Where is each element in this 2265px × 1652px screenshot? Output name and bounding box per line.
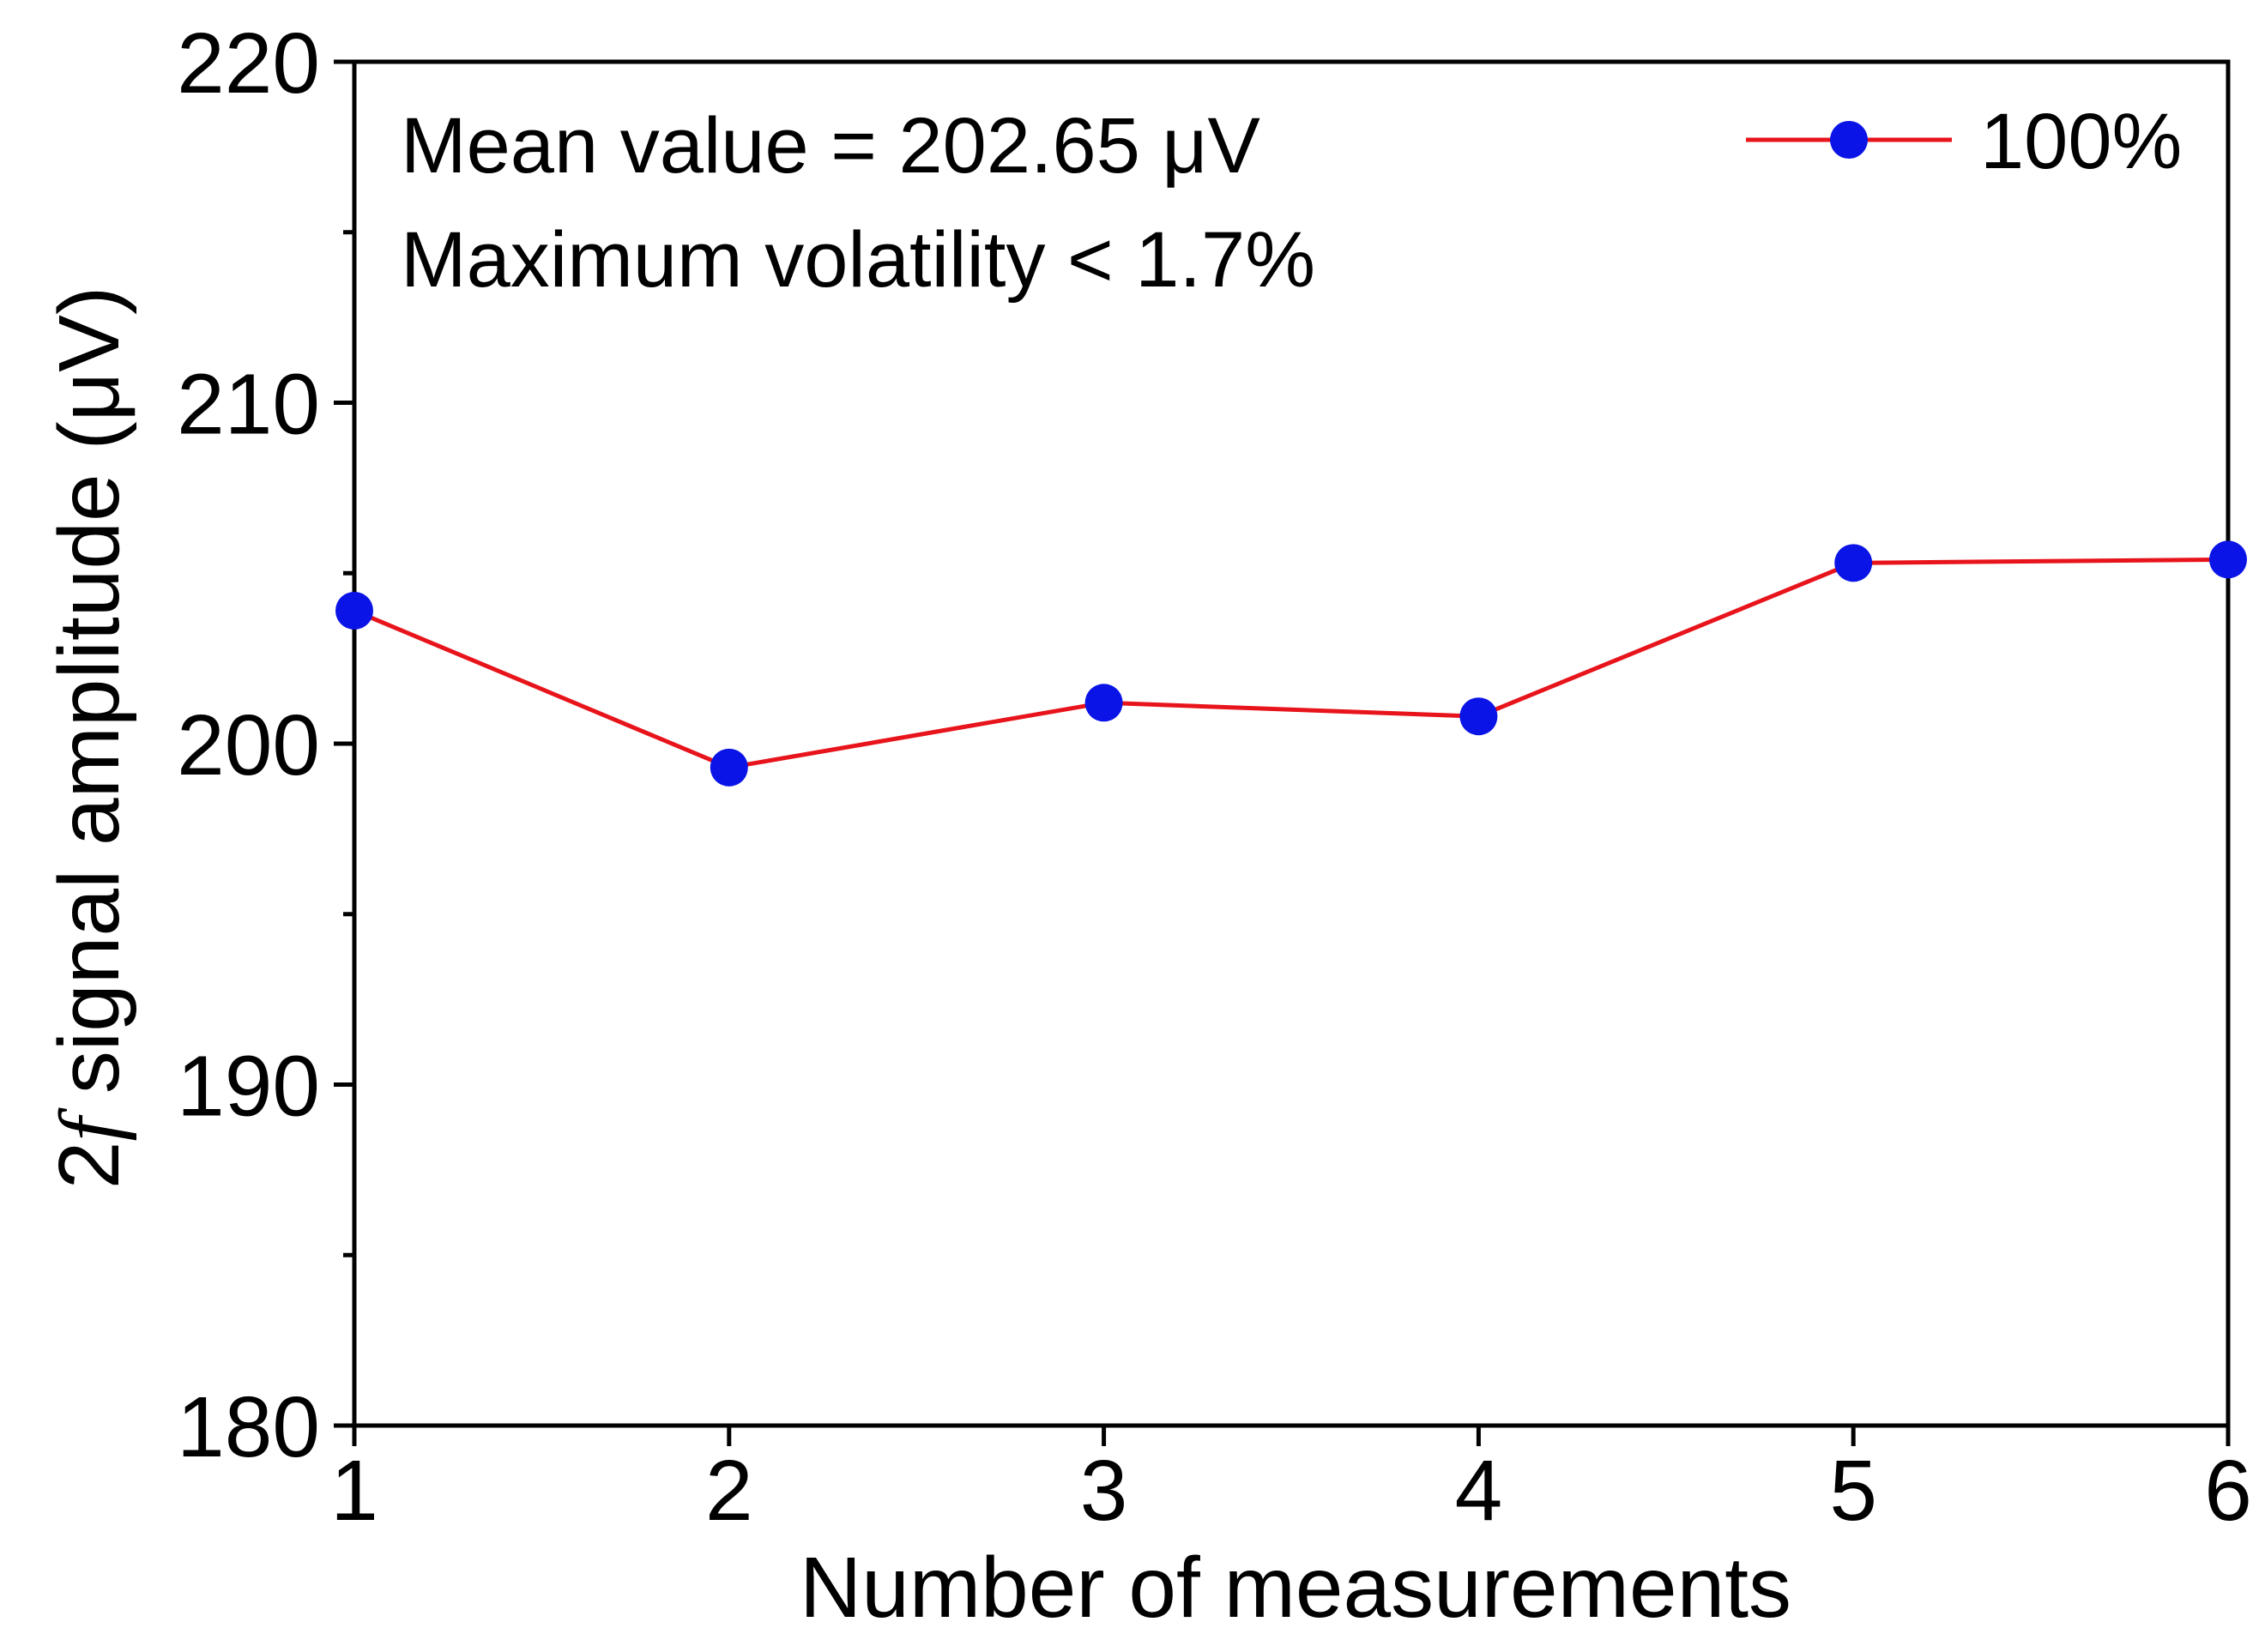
legend-label-100-percent: 100% <box>1980 98 2182 185</box>
annotation-max-volatility: Maximum volatility < 1.7% <box>401 216 1315 304</box>
y-tick-label: 220 <box>177 15 320 112</box>
y-tick-label: 210 <box>177 357 320 453</box>
x-tick-label: 3 <box>1080 1443 1128 1539</box>
series <box>335 540 2247 787</box>
y-axis-title-rest: signal amplitude (μV) <box>41 286 137 1118</box>
legend: 100% <box>1746 98 2182 185</box>
y-tick-label: 200 <box>177 697 320 793</box>
data-point <box>710 748 748 787</box>
series-line-100-percent <box>353 557 2229 770</box>
data-point <box>335 591 373 630</box>
x-tick-label: 2 <box>705 1443 753 1539</box>
ticks: 1 2 3 4 5 6 180 190 200 210 220 <box>177 15 2252 1539</box>
data-point <box>1834 544 1873 582</box>
data-point <box>2209 540 2247 579</box>
x-tick-label: 5 <box>1829 1443 1877 1539</box>
x-tick-label: 6 <box>2204 1443 2252 1539</box>
x-axis-title: Number of measurements <box>800 1540 1791 1636</box>
x-tick-label: 4 <box>1455 1443 1503 1539</box>
legend-marker-swatch <box>1830 121 1868 159</box>
y-tick-label: 190 <box>177 1039 320 1135</box>
data-point <box>1084 684 1123 722</box>
y-axis-title: 2f signal amplitude (μV) <box>41 286 137 1190</box>
y-axis-title-prefix: 2 <box>41 1142 137 1190</box>
data-point <box>1459 697 1498 736</box>
x-tick-label: 1 <box>330 1443 378 1539</box>
annotation-mean-value: Mean value = 202.65 μV <box>401 102 1260 190</box>
y-tick-label: 180 <box>177 1379 320 1475</box>
